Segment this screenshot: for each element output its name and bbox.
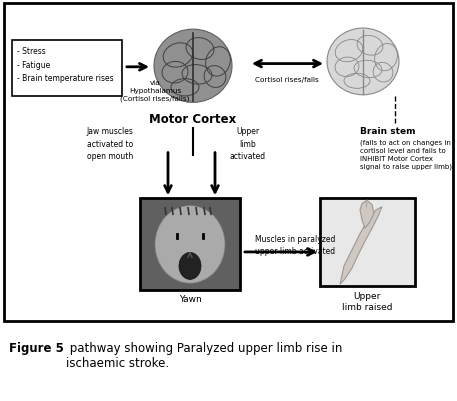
Text: - Stress
- Fatigue
- Brain temperature rises: - Stress - Fatigue - Brain temperature r…	[17, 47, 114, 83]
Text: Figure 5: Figure 5	[9, 341, 64, 354]
Bar	[12, 41, 122, 97]
Text: Motor Cortex: Motor Cortex	[149, 113, 237, 126]
Polygon shape	[340, 207, 382, 285]
Text: (fails to act on changes in
cortisol level and fails to
INHIBIT Motor Cortex
sig: (fails to act on changes in cortisol lev…	[360, 140, 452, 170]
Text: Yawn: Yawn	[179, 294, 202, 303]
Text: Brain stem: Brain stem	[360, 127, 415, 136]
Text: Jaw muscles
activated to
open mouth: Jaw muscles activated to open mouth	[86, 127, 133, 161]
Polygon shape	[360, 201, 374, 229]
Text: via
Hypothalamus
(Cortisol rises/falls): via Hypothalamus (Cortisol rises/falls)	[120, 79, 190, 102]
Bar	[320, 198, 415, 287]
Text: Muscles in paralyzed
upper limb activated: Muscles in paralyzed upper limb activate…	[255, 234, 335, 255]
Text: pathway showing Paralyzed upper limb rise in
ischaemic stroke.: pathway showing Paralyzed upper limb ris…	[66, 341, 343, 369]
Ellipse shape	[179, 253, 201, 279]
Ellipse shape	[154, 30, 232, 103]
Ellipse shape	[155, 206, 225, 284]
Text: Cortisol rises/falls: Cortisol rises/falls	[255, 77, 319, 83]
Bar	[140, 198, 240, 290]
Ellipse shape	[327, 29, 399, 95]
Text: Upper
limb raised: Upper limb raised	[342, 291, 392, 312]
Text: Upper
limb
activated: Upper limb activated	[230, 127, 266, 161]
